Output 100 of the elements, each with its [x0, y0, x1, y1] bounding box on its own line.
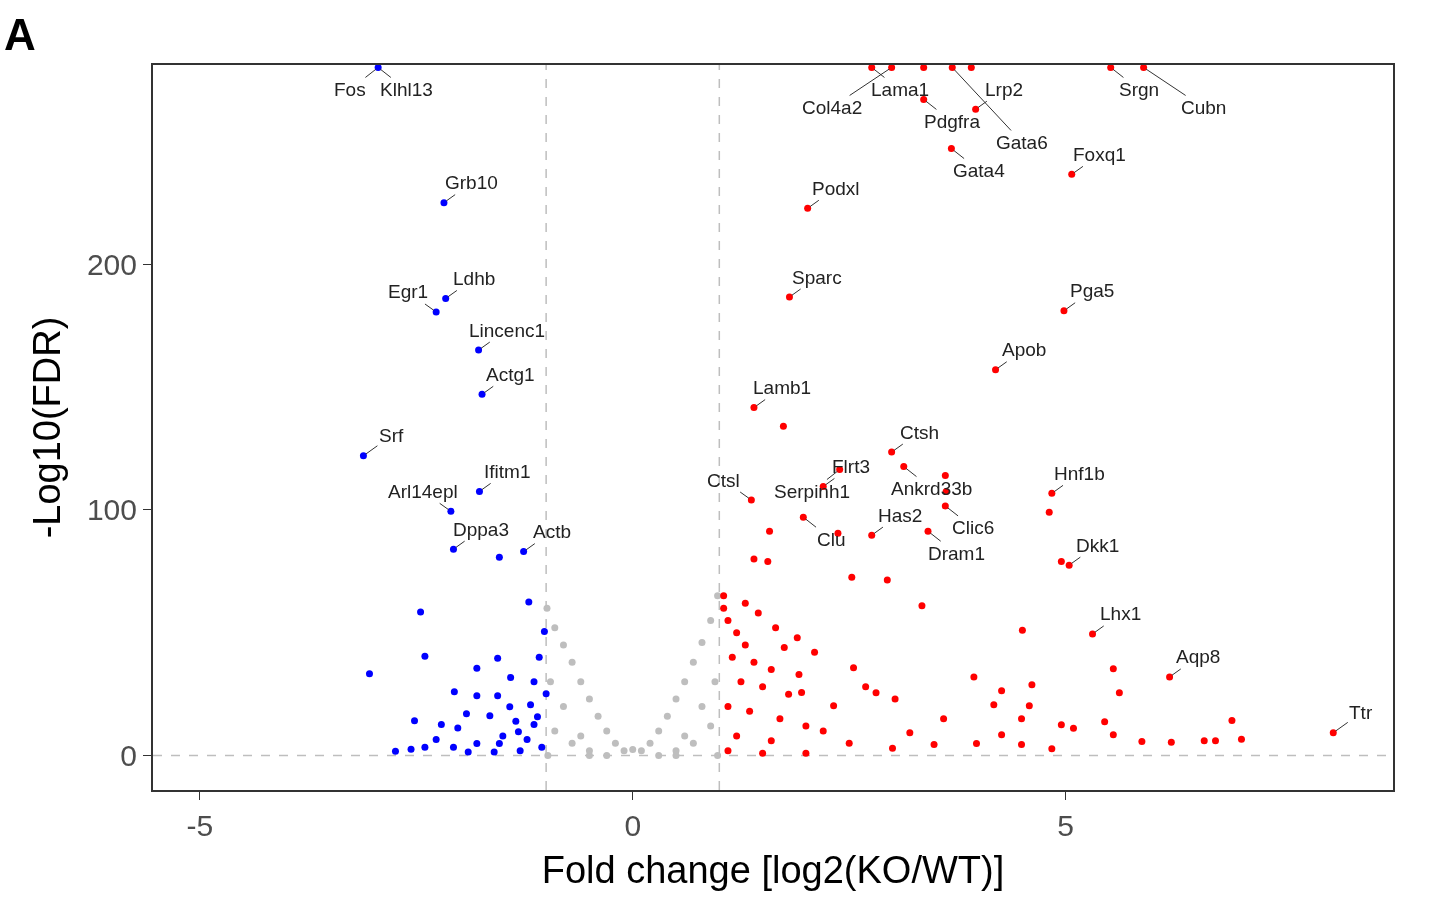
point	[462, 710, 470, 718]
point	[454, 724, 462, 732]
point	[655, 752, 663, 760]
point	[620, 747, 628, 755]
point	[475, 487, 483, 495]
point	[672, 752, 680, 760]
point	[516, 747, 524, 755]
x-tick-label: -5	[186, 809, 214, 842]
annotation: Sparc	[792, 267, 842, 288]
point	[490, 748, 498, 756]
point	[585, 752, 593, 760]
annotation: Dppa3	[453, 519, 509, 540]
annotation: Grb10	[445, 172, 498, 193]
point	[681, 732, 689, 740]
point	[714, 752, 722, 760]
point	[559, 702, 567, 710]
point	[689, 658, 697, 666]
point	[707, 722, 715, 730]
point	[535, 653, 543, 661]
annotation: Actg1	[486, 364, 535, 385]
annotation: Pdgfra	[924, 111, 981, 132]
point	[512, 717, 520, 725]
point	[359, 452, 367, 460]
annotation: Srf	[379, 425, 404, 446]
point	[698, 639, 706, 647]
point	[391, 747, 399, 755]
annotation: Srgn	[1119, 79, 1160, 100]
annotation: Arl14epl	[388, 481, 458, 502]
point	[527, 701, 535, 709]
point	[450, 688, 458, 696]
point	[495, 553, 503, 561]
point	[473, 692, 481, 700]
point	[494, 692, 502, 700]
point	[646, 739, 654, 747]
annotation: Aqp8	[1176, 646, 1221, 667]
annotation: Dram1	[928, 543, 986, 564]
point	[543, 604, 551, 612]
annotation: Clic6	[952, 517, 995, 538]
annotation: Egr1	[388, 281, 429, 302]
point	[540, 627, 548, 635]
point	[473, 740, 481, 748]
annotation: Gata4	[953, 160, 1006, 181]
x-tick-label: 5	[1057, 809, 1075, 842]
annotation: Foxq1	[1073, 144, 1126, 165]
annotation: Col4a2	[802, 97, 863, 118]
point	[432, 736, 440, 744]
point	[440, 199, 448, 207]
point	[475, 346, 483, 354]
x-tick-label: 0	[624, 809, 642, 842]
point	[478, 390, 486, 398]
point	[495, 740, 503, 748]
point	[711, 678, 719, 686]
annotation: Flrt3	[832, 456, 870, 477]
y-tick-label: 200	[86, 247, 137, 281]
point	[577, 678, 585, 686]
point	[629, 745, 637, 753]
annotation: Actb	[533, 521, 572, 542]
point	[523, 736, 531, 744]
point	[494, 654, 502, 662]
annotation: Clu	[817, 529, 846, 550]
point	[514, 728, 522, 736]
point	[689, 739, 697, 747]
annotation: Gata6	[996, 132, 1048, 153]
annotation: Lrp2	[985, 79, 1024, 100]
point	[568, 658, 576, 666]
annotation: Ifitm1	[484, 461, 531, 482]
point	[655, 727, 663, 735]
annotation: Cubn	[1181, 97, 1227, 118]
point	[464, 748, 472, 756]
text: A	[4, 10, 36, 59]
point	[473, 664, 481, 672]
point	[714, 592, 722, 600]
point	[507, 673, 515, 681]
point	[546, 678, 554, 686]
point	[533, 713, 541, 721]
point	[421, 743, 429, 751]
annotation: Ttr	[1349, 702, 1373, 723]
point	[542, 690, 550, 698]
point	[449, 545, 457, 553]
point	[447, 507, 455, 515]
point	[707, 616, 715, 624]
point	[407, 745, 415, 753]
annotation: Pga5	[1070, 280, 1115, 301]
point	[559, 641, 567, 649]
annotation: Lhx1	[1100, 603, 1142, 624]
point	[585, 695, 593, 703]
point	[486, 712, 494, 720]
point	[672, 695, 680, 703]
point	[568, 739, 576, 747]
y-tick-label: 0	[120, 739, 137, 773]
annotation: Hnf1b	[1054, 463, 1105, 484]
annotation: Fos	[334, 79, 366, 100]
annotation: Lamb1	[753, 377, 812, 398]
point	[530, 678, 538, 686]
annotation: Podxl	[812, 178, 860, 199]
point	[506, 703, 514, 711]
annotation: Lama1	[871, 79, 930, 100]
annotation: Dkk1	[1076, 535, 1120, 556]
point	[437, 720, 445, 728]
point	[525, 598, 533, 606]
